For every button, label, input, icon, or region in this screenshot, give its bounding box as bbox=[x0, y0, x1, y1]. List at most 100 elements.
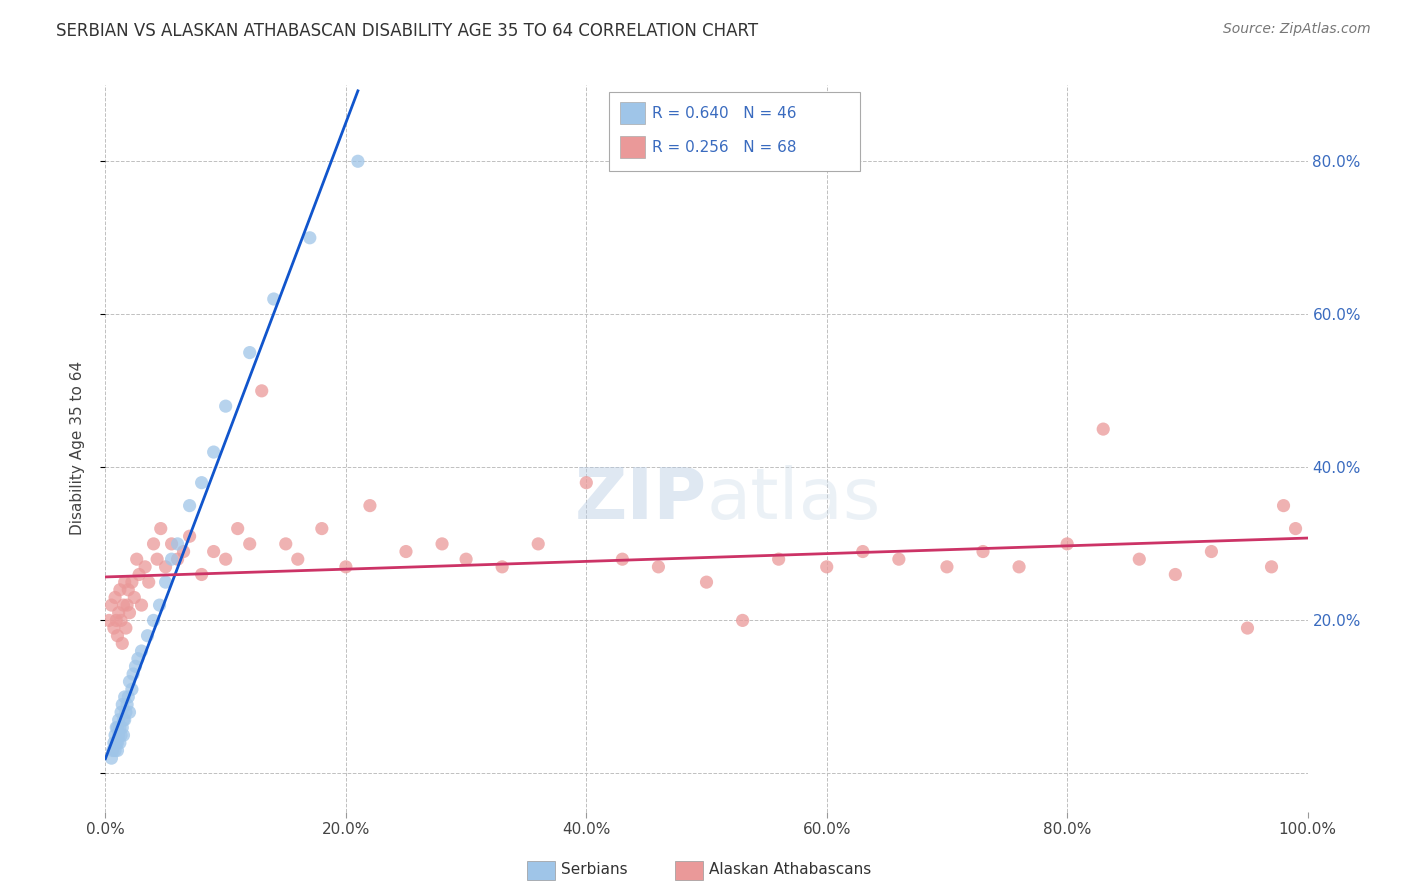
Point bbox=[105, 614, 128, 628]
Point bbox=[1128, 552, 1150, 566]
Point bbox=[112, 728, 135, 742]
Point bbox=[190, 567, 212, 582]
Point bbox=[110, 705, 132, 719]
Point bbox=[146, 552, 169, 566]
Point bbox=[1272, 499, 1295, 513]
Point bbox=[104, 743, 127, 757]
Point bbox=[112, 598, 135, 612]
Point bbox=[202, 445, 225, 459]
Point bbox=[122, 667, 145, 681]
Point bbox=[1092, 422, 1115, 436]
Point bbox=[274, 537, 297, 551]
Point bbox=[118, 705, 141, 719]
Point bbox=[1056, 537, 1078, 551]
Point bbox=[115, 598, 138, 612]
Point bbox=[214, 399, 236, 413]
Point bbox=[98, 614, 121, 628]
Point bbox=[214, 552, 236, 566]
Point bbox=[114, 713, 136, 727]
Point bbox=[298, 231, 321, 245]
Text: Source: ZipAtlas.com: Source: ZipAtlas.com bbox=[1223, 22, 1371, 37]
Point bbox=[103, 736, 125, 750]
Point bbox=[160, 552, 183, 566]
Point bbox=[887, 552, 910, 566]
Point bbox=[179, 499, 201, 513]
Point bbox=[125, 552, 148, 566]
Point bbox=[148, 598, 170, 612]
Point bbox=[1164, 567, 1187, 582]
Point bbox=[100, 751, 122, 765]
Point bbox=[347, 154, 370, 169]
Point bbox=[239, 537, 262, 551]
Text: SERBIAN VS ALASKAN ATHABASCAN DISABILITY AGE 35 TO 64 CORRELATION CHART: SERBIAN VS ALASKAN ATHABASCAN DISABILITY… bbox=[56, 22, 758, 40]
Point bbox=[121, 575, 143, 590]
Point bbox=[768, 552, 790, 566]
Point bbox=[972, 544, 994, 558]
Point bbox=[101, 743, 124, 757]
Point bbox=[149, 522, 172, 536]
Point bbox=[112, 713, 135, 727]
Point bbox=[1201, 544, 1223, 558]
Point bbox=[110, 614, 132, 628]
Point bbox=[107, 728, 129, 742]
Point bbox=[335, 559, 357, 574]
Point bbox=[110, 728, 132, 742]
Point bbox=[936, 559, 959, 574]
Point bbox=[104, 728, 127, 742]
Point bbox=[311, 522, 333, 536]
Point bbox=[142, 614, 165, 628]
Point bbox=[190, 475, 212, 490]
Point bbox=[131, 598, 153, 612]
Point bbox=[111, 698, 134, 712]
Point bbox=[124, 591, 146, 605]
Point bbox=[107, 606, 129, 620]
Point bbox=[1008, 559, 1031, 574]
Point bbox=[491, 559, 513, 574]
Point bbox=[1284, 522, 1306, 536]
Point bbox=[107, 713, 129, 727]
Point bbox=[108, 721, 131, 735]
Point bbox=[454, 552, 477, 566]
Point bbox=[430, 537, 453, 551]
Point bbox=[226, 522, 249, 536]
Point bbox=[166, 537, 188, 551]
Point bbox=[179, 529, 201, 543]
Point bbox=[696, 575, 718, 590]
Point bbox=[395, 544, 418, 558]
Point bbox=[131, 644, 153, 658]
Point bbox=[136, 629, 159, 643]
Point bbox=[117, 582, 139, 597]
Point bbox=[134, 559, 156, 574]
Point bbox=[114, 690, 136, 704]
Point bbox=[852, 544, 875, 558]
Point bbox=[202, 544, 225, 558]
Point bbox=[105, 736, 128, 750]
Point bbox=[103, 621, 125, 635]
Point bbox=[155, 575, 177, 590]
Point bbox=[359, 499, 381, 513]
Point bbox=[250, 384, 273, 398]
Point bbox=[1236, 621, 1258, 635]
Point bbox=[105, 721, 128, 735]
Point bbox=[612, 552, 634, 566]
Point bbox=[647, 559, 669, 574]
Point bbox=[142, 537, 165, 551]
Point bbox=[115, 705, 138, 719]
Point bbox=[155, 559, 177, 574]
Point bbox=[108, 736, 131, 750]
Point bbox=[160, 537, 183, 551]
Point bbox=[107, 743, 129, 757]
Point bbox=[117, 690, 139, 704]
Point bbox=[104, 591, 127, 605]
Text: Serbians: Serbians bbox=[561, 863, 627, 877]
Y-axis label: Disability Age 35 to 64: Disability Age 35 to 64 bbox=[70, 361, 84, 535]
Point bbox=[127, 651, 149, 665]
Point bbox=[115, 621, 138, 635]
Text: atlas: atlas bbox=[707, 465, 882, 533]
Point bbox=[107, 721, 129, 735]
Point bbox=[115, 698, 138, 712]
Text: R = 0.640   N = 46: R = 0.640 N = 46 bbox=[652, 106, 797, 120]
Text: ZIP: ZIP bbox=[574, 465, 707, 533]
Point bbox=[731, 614, 754, 628]
Point bbox=[118, 606, 141, 620]
